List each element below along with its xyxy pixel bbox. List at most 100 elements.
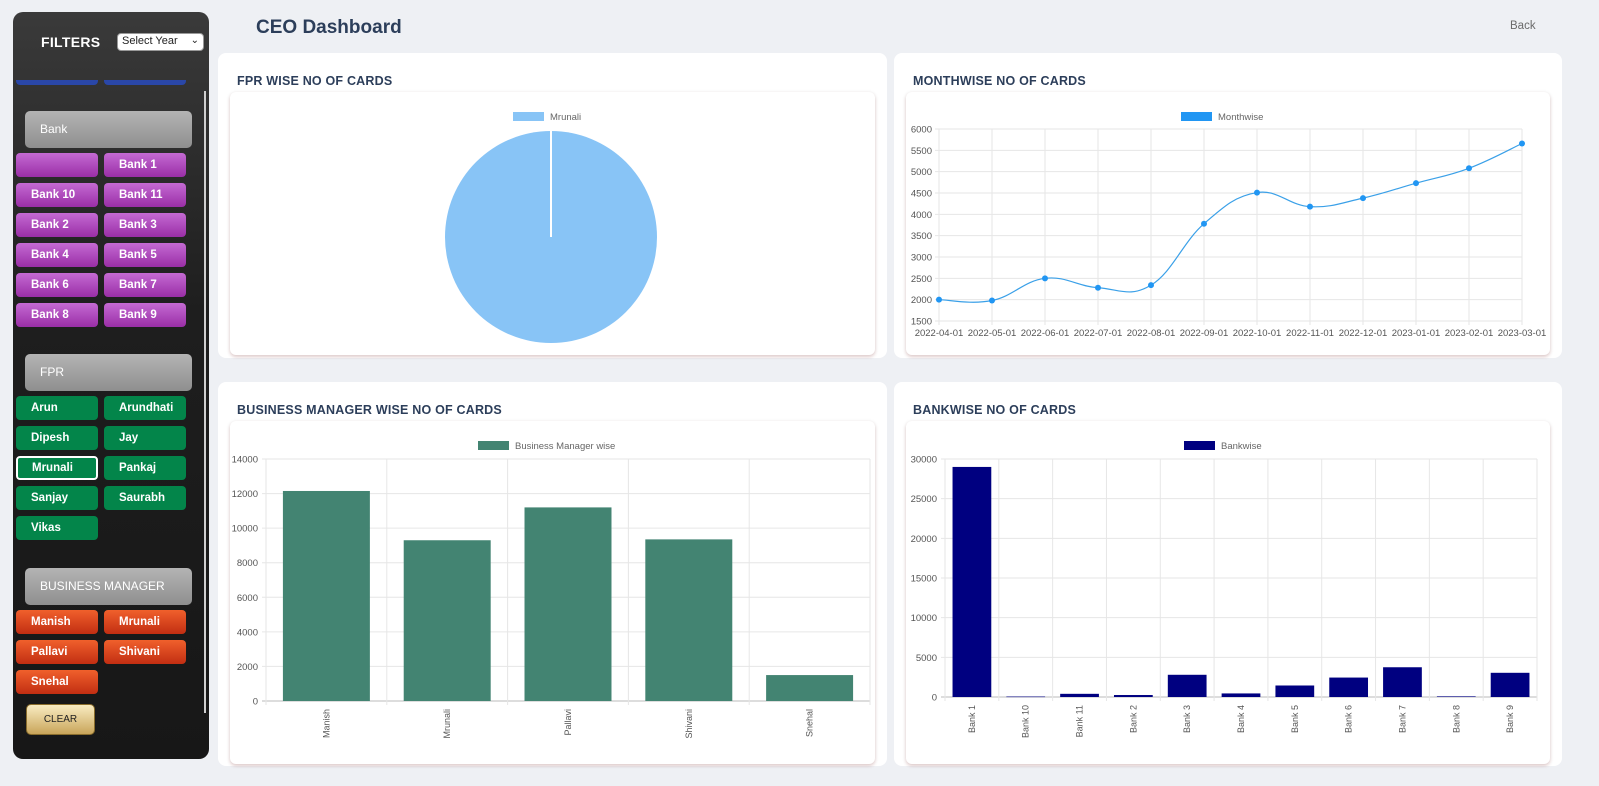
data-point [1307,203,1313,210]
bank-filter-chip[interactable]: Bank 1 [104,153,186,177]
card-title: BUSINESS MANAGER WISE NO OF CARDS [237,403,502,417]
monthwise-chart-box: Monthwise 1500 2000 2500 3000 3500 4000 4500 500… [906,92,1550,355]
business-manager-section-header[interactable]: BUSINESS MANAGER [25,568,192,605]
fpr-filter-chip[interactable]: Saurabh [104,486,186,510]
fpr-filter-chip[interactable]: Pankaj [104,456,186,480]
bar-bank-5 [1275,685,1315,697]
x-tick-label: Bank 6 [1344,705,1354,733]
bank-section-header[interactable]: Bank [25,111,192,148]
chevron-down-icon: ⌄ [190,35,199,46]
y-tick-label: 25000 [911,494,937,505]
data-point [1413,180,1419,187]
legend-swatch [513,112,544,121]
bank-chip-stub[interactable] [104,80,186,85]
y-tick-label: 5000 [911,167,932,178]
bm-bar-chart: Business Manager wise 0 2000 4000 6000 8000 10… [232,441,871,739]
bank-filter-chip[interactable]: Bank 8 [16,303,98,327]
bank-filter-chip[interactable]: Bank 3 [104,213,186,237]
x-tick-label: 2022-06-01 [1021,328,1070,339]
legend-label: Business Manager wise [515,441,615,452]
fpr-filter-chip[interactable]: Arun [16,396,98,420]
y-tick-label: 30000 [911,455,937,466]
legend-swatch [1181,112,1212,121]
data-point [1042,275,1048,282]
x-tick-label: Bank 8 [1451,705,1461,733]
bar-shivani [645,539,733,701]
data-point [1466,165,1472,172]
x-tick-label: Bank 3 [1182,705,1192,733]
bar-bank-9 [1490,672,1530,697]
bank-chip-stub[interactable] [16,80,98,85]
x-tick-label: 2022-10-01 [1233,328,1282,339]
fpr-filter-chip[interactable]: Mrunali [16,456,98,480]
bank-filter-chip[interactable]: Bank 11 [104,183,186,207]
x-tick-label: Bank 1 [967,705,977,733]
bm-filter-chip[interactable]: Shivani [104,640,186,664]
bar-bank-8 [1436,696,1476,697]
y-tick-label: 2000 [237,662,258,673]
legend-label: Bankwise [1221,441,1262,452]
bar-mrunali [403,540,491,701]
x-tick-label: Shivani [684,709,694,739]
bar-snehal [766,675,854,701]
x-tick-label: Mrunali [442,709,452,739]
bar-manish [282,490,370,701]
y-tick-label: 5000 [916,653,937,664]
bank-filter-chip[interactable]: Bank 9 [104,303,186,327]
filters-sidebar: FILTERS Select Year ⌄ Bank Bank 1 Bank 10… [13,12,209,759]
x-tick-label: 2022-05-01 [968,328,1017,339]
bm-filter-chip[interactable]: Mrunali [104,610,186,634]
fpr-section-header[interactable]: FPR [25,354,192,391]
data-point [936,296,942,303]
line-chart: Monthwise 1500 2000 2500 3000 3500 4000 4500 500… [911,112,1546,339]
bar-bank-10 [1006,696,1046,698]
bar-bank-3 [1167,674,1207,697]
x-tick-label: 2022-07-01 [1074,328,1123,339]
bank-filter-chip[interactable]: Bank 5 [104,243,186,267]
fpr-filter-chip[interactable]: Dipesh [16,426,98,450]
y-tick-label: 4500 [911,189,932,200]
bm-filter-chip[interactable]: Manish [16,610,98,634]
y-tick-label: 0 [253,697,258,708]
bank-filter-chip[interactable]: Bank 2 [16,213,98,237]
fpr-filter-chip[interactable]: Vikas [16,516,98,540]
fpr-filter-chip[interactable]: Sanjay [16,486,98,510]
bm-filter-chip[interactable]: Snehal [16,670,98,694]
year-select[interactable]: Select Year ⌄ [117,33,204,51]
sidebar-scrollbar[interactable] [204,91,206,713]
back-link[interactable]: Back [1510,20,1536,32]
y-tick-label: 10000 [911,613,937,624]
bank-filter-chip[interactable] [16,153,98,177]
x-tick-label: Bank 5 [1290,705,1300,733]
bm-filter-chip[interactable]: Pallavi [16,640,98,664]
bar-bank-11 [1060,693,1099,697]
bank-filter-chip[interactable]: Bank 4 [16,243,98,267]
fpr-filter-chip[interactable]: Jay [104,426,186,450]
bank-filter-chip[interactable]: Bank 10 [16,183,98,207]
clear-button[interactable]: CLEAR [26,704,95,735]
bank-filter-chip[interactable]: Bank 7 [104,273,186,297]
y-tick-label: 12000 [232,489,258,500]
bank-filter-chip[interactable]: Bank 6 [16,273,98,297]
bankwise-chart-box: Bankwise 0 5000 10000 15000 20000 25000 30000 Ba… [906,421,1550,764]
bar-pallavi [524,507,612,701]
y-tick-label: 14000 [232,455,258,466]
y-tick-label: 2500 [911,274,932,285]
bar-bank-4 [1221,693,1261,697]
x-tick-label: Bank 2 [1128,705,1138,733]
data-point [1519,140,1525,147]
data-point [1254,189,1260,196]
data-point [1201,220,1207,227]
data-point [989,297,995,304]
x-tick-label: 2022-08-01 [1127,328,1176,339]
monthwise-card: MONTHWISE NO OF CARDS Monthwise 1500 2000 2… [894,53,1562,358]
bankwise-bar-chart: Bankwise 0 5000 10000 15000 20000 25000 30000 Ba… [911,441,1538,738]
x-tick-label: Snehal [805,709,815,737]
x-tick-label: Bank 4 [1236,705,1246,733]
x-tick-label: 2022-12-01 [1339,328,1388,339]
y-tick-label: 10000 [232,524,258,535]
fpr-filter-chip[interactable]: Arundhati [104,396,186,420]
y-tick-label: 4000 [237,627,258,638]
card-title: BANKWISE NO OF CARDS [913,403,1077,417]
y-tick-label: 1500 [911,317,932,328]
